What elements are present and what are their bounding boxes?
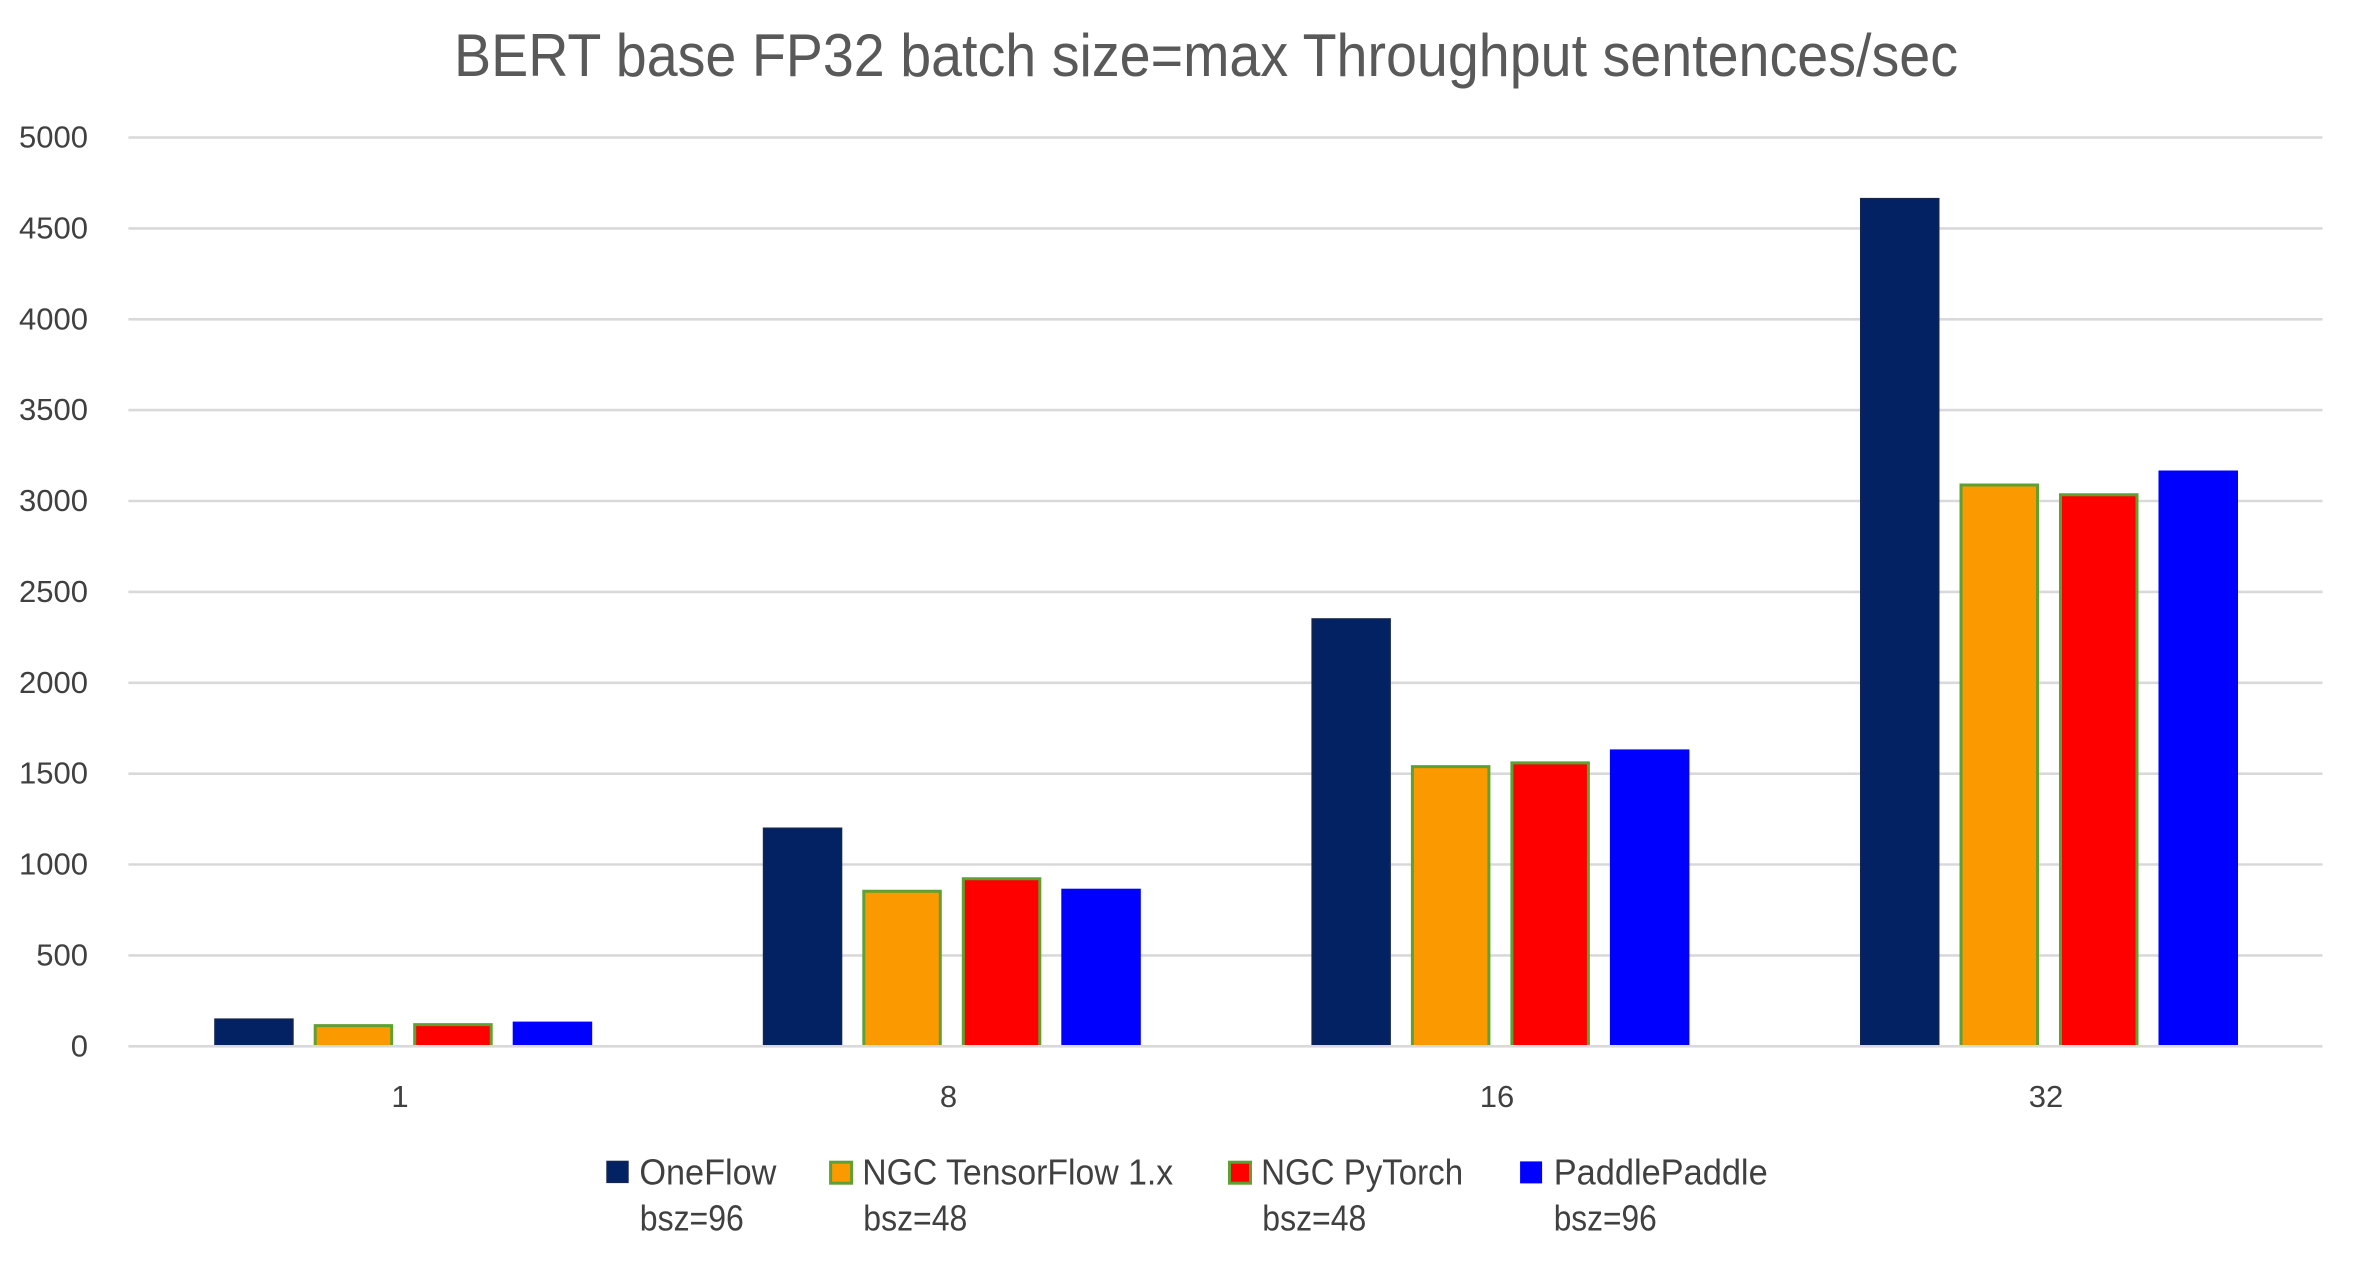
svg-text:bsz=96: bsz=96 <box>640 1198 744 1239</box>
svg-text:PaddlePaddle: PaddlePaddle <box>1554 1152 1768 1193</box>
svg-text:1: 1 <box>391 1079 408 1114</box>
svg-text:OneFlow: OneFlow <box>639 1152 777 1193</box>
svg-text:1000: 1000 <box>19 847 88 882</box>
svg-text:2000: 2000 <box>19 665 88 700</box>
svg-text:500: 500 <box>36 937 88 972</box>
svg-text:32: 32 <box>2029 1079 2063 1114</box>
svg-text:16: 16 <box>1480 1079 1514 1114</box>
svg-text:bsz=48: bsz=48 <box>1262 1198 1366 1239</box>
svg-text:1500: 1500 <box>19 756 88 791</box>
svg-text:bsz=96: bsz=96 <box>1554 1198 1657 1239</box>
svg-text:4500: 4500 <box>19 210 88 245</box>
svg-text:2500: 2500 <box>19 574 88 609</box>
svg-text:0: 0 <box>71 1028 88 1063</box>
svg-text:NGC TensorFlow 1.x: NGC TensorFlow 1.x <box>862 1152 1173 1193</box>
svg-text:3000: 3000 <box>19 483 88 518</box>
svg-text:3500: 3500 <box>19 392 88 427</box>
svg-text:4000: 4000 <box>19 301 88 336</box>
svg-text:bsz=48: bsz=48 <box>863 1198 967 1239</box>
svg-text:5000: 5000 <box>19 120 88 155</box>
svg-text:BERT base FP32 batch size=max: BERT base FP32 batch size=max Throughput… <box>454 22 1958 89</box>
svg-text:8: 8 <box>940 1079 957 1114</box>
svg-text:NGC PyTorch: NGC PyTorch <box>1261 1152 1463 1193</box>
